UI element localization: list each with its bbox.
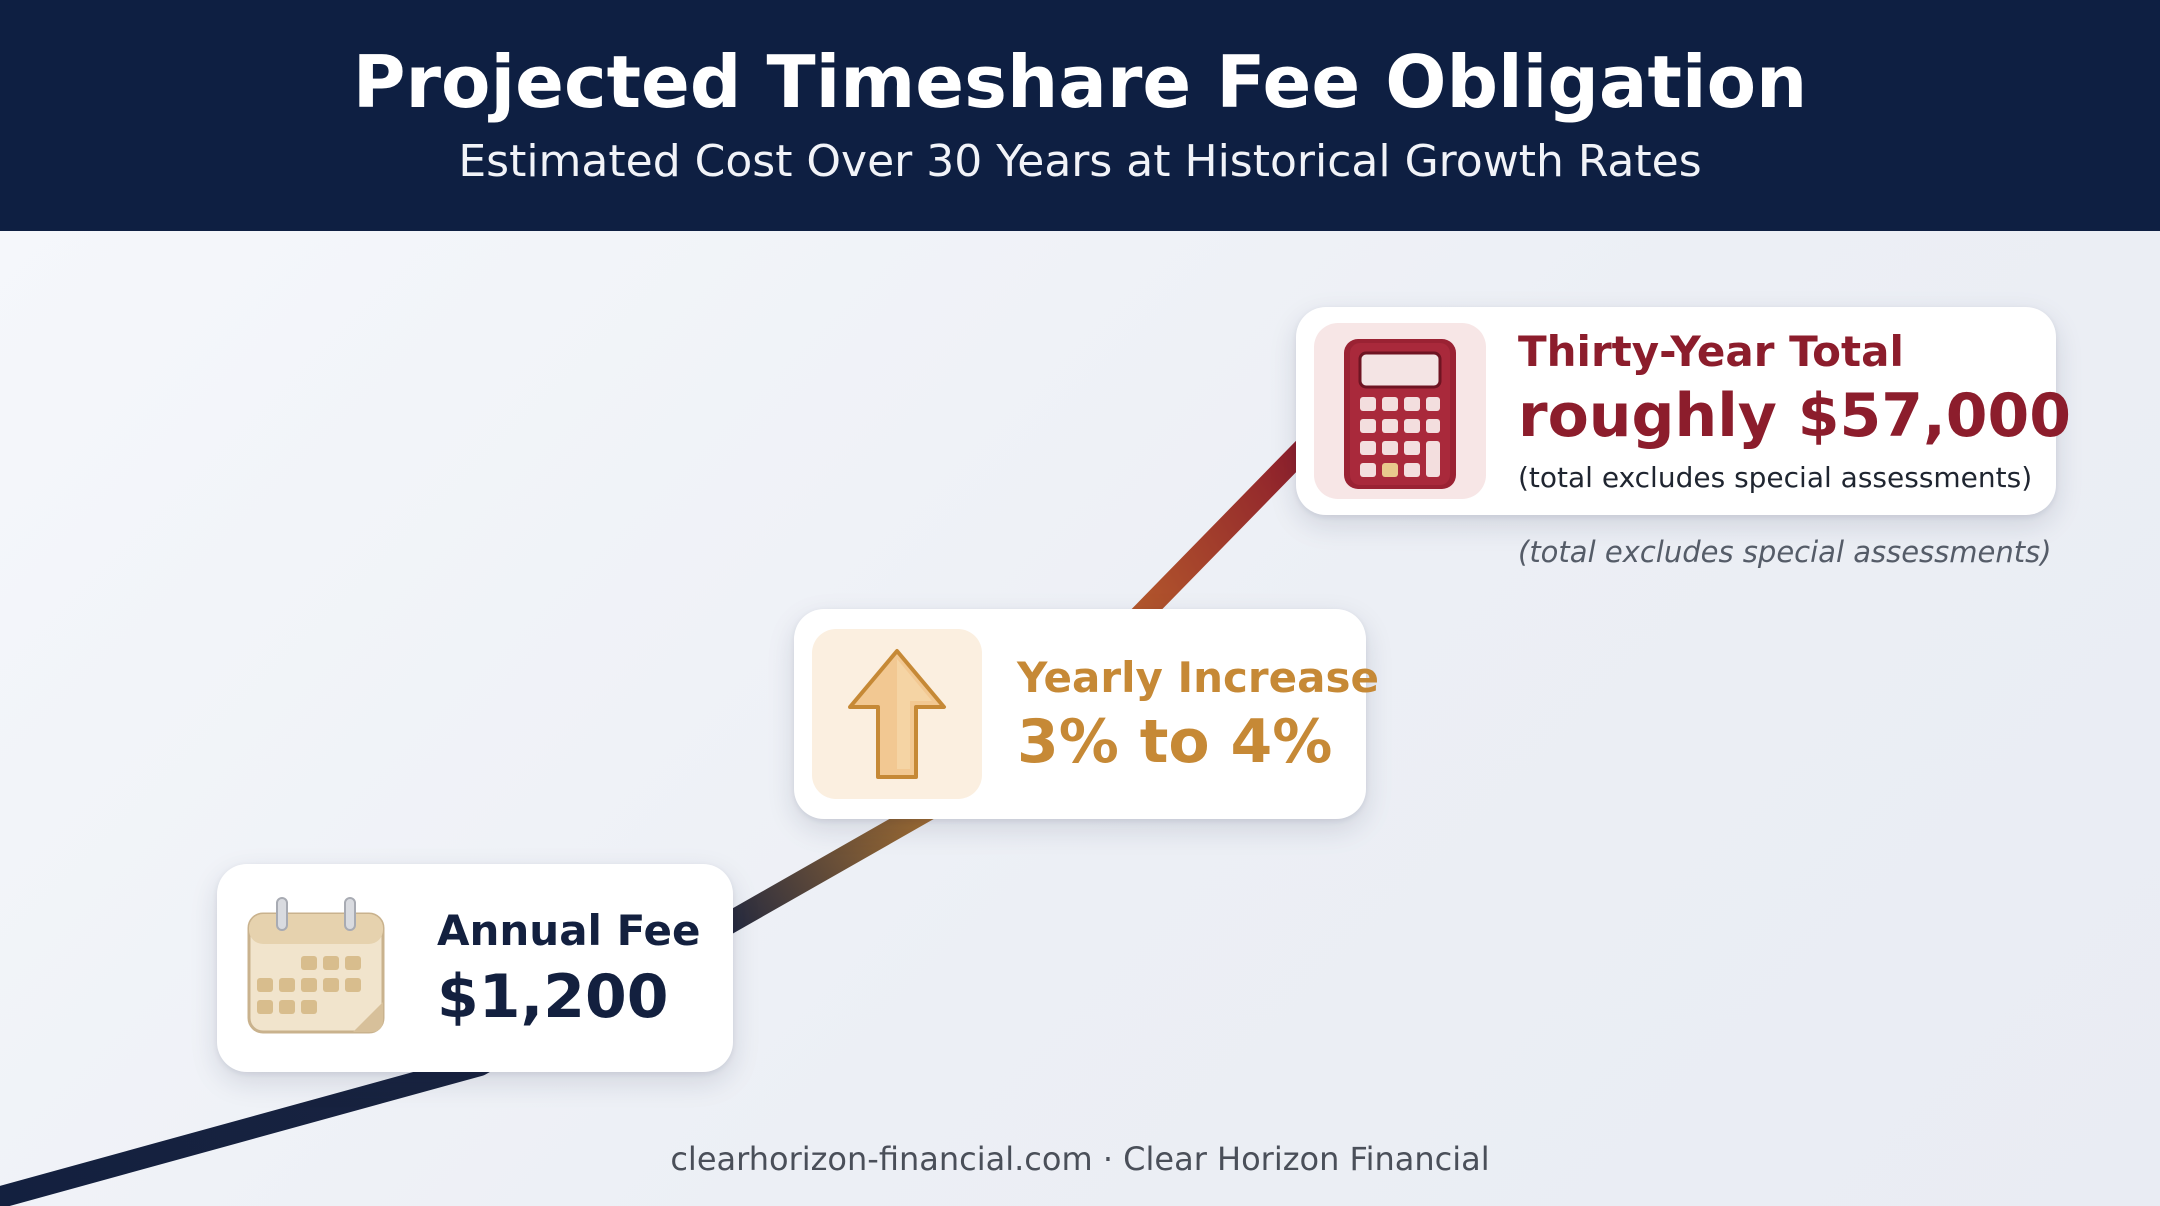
up-arrow-icon	[812, 629, 982, 799]
footer-credit: clearhorizon-financial.com · Clear Horiz…	[670, 1140, 1490, 1178]
thirty-year-total-label: Thirty-Year Total	[1518, 327, 1904, 376]
calculator-icon	[1314, 323, 1486, 499]
header-banner: Projected Timeshare Fee Obligation Estim…	[0, 0, 2160, 231]
thirty-year-total-card: Thirty-Year Total roughly $57,000 (total…	[1296, 307, 2071, 515]
page-title: Projected Timeshare Fee Obligation	[352, 40, 1808, 124]
yearly-increase-card: Yearly Increase 3% to 4%	[794, 609, 1379, 819]
thirty-year-total-note: (total excludes special assessments)	[1518, 461, 2033, 494]
yearly-increase-label: Yearly Increase	[1017, 653, 1379, 702]
special-assessments-note: (total excludes special assessments)	[1518, 535, 2052, 569]
annual-fee-card: Annual Fee $1,200	[217, 864, 733, 1072]
annual-fee-label: Annual Fee	[437, 906, 701, 955]
yearly-increase-value: 3% to 4%	[1017, 707, 1333, 777]
calendar-icon	[231, 884, 401, 1054]
page-subtitle: Estimated Cost Over 30 Years at Historic…	[458, 136, 1702, 187]
annual-fee-value: $1,200	[437, 962, 669, 1032]
thirty-year-total-value: roughly $57,000	[1518, 381, 2072, 451]
